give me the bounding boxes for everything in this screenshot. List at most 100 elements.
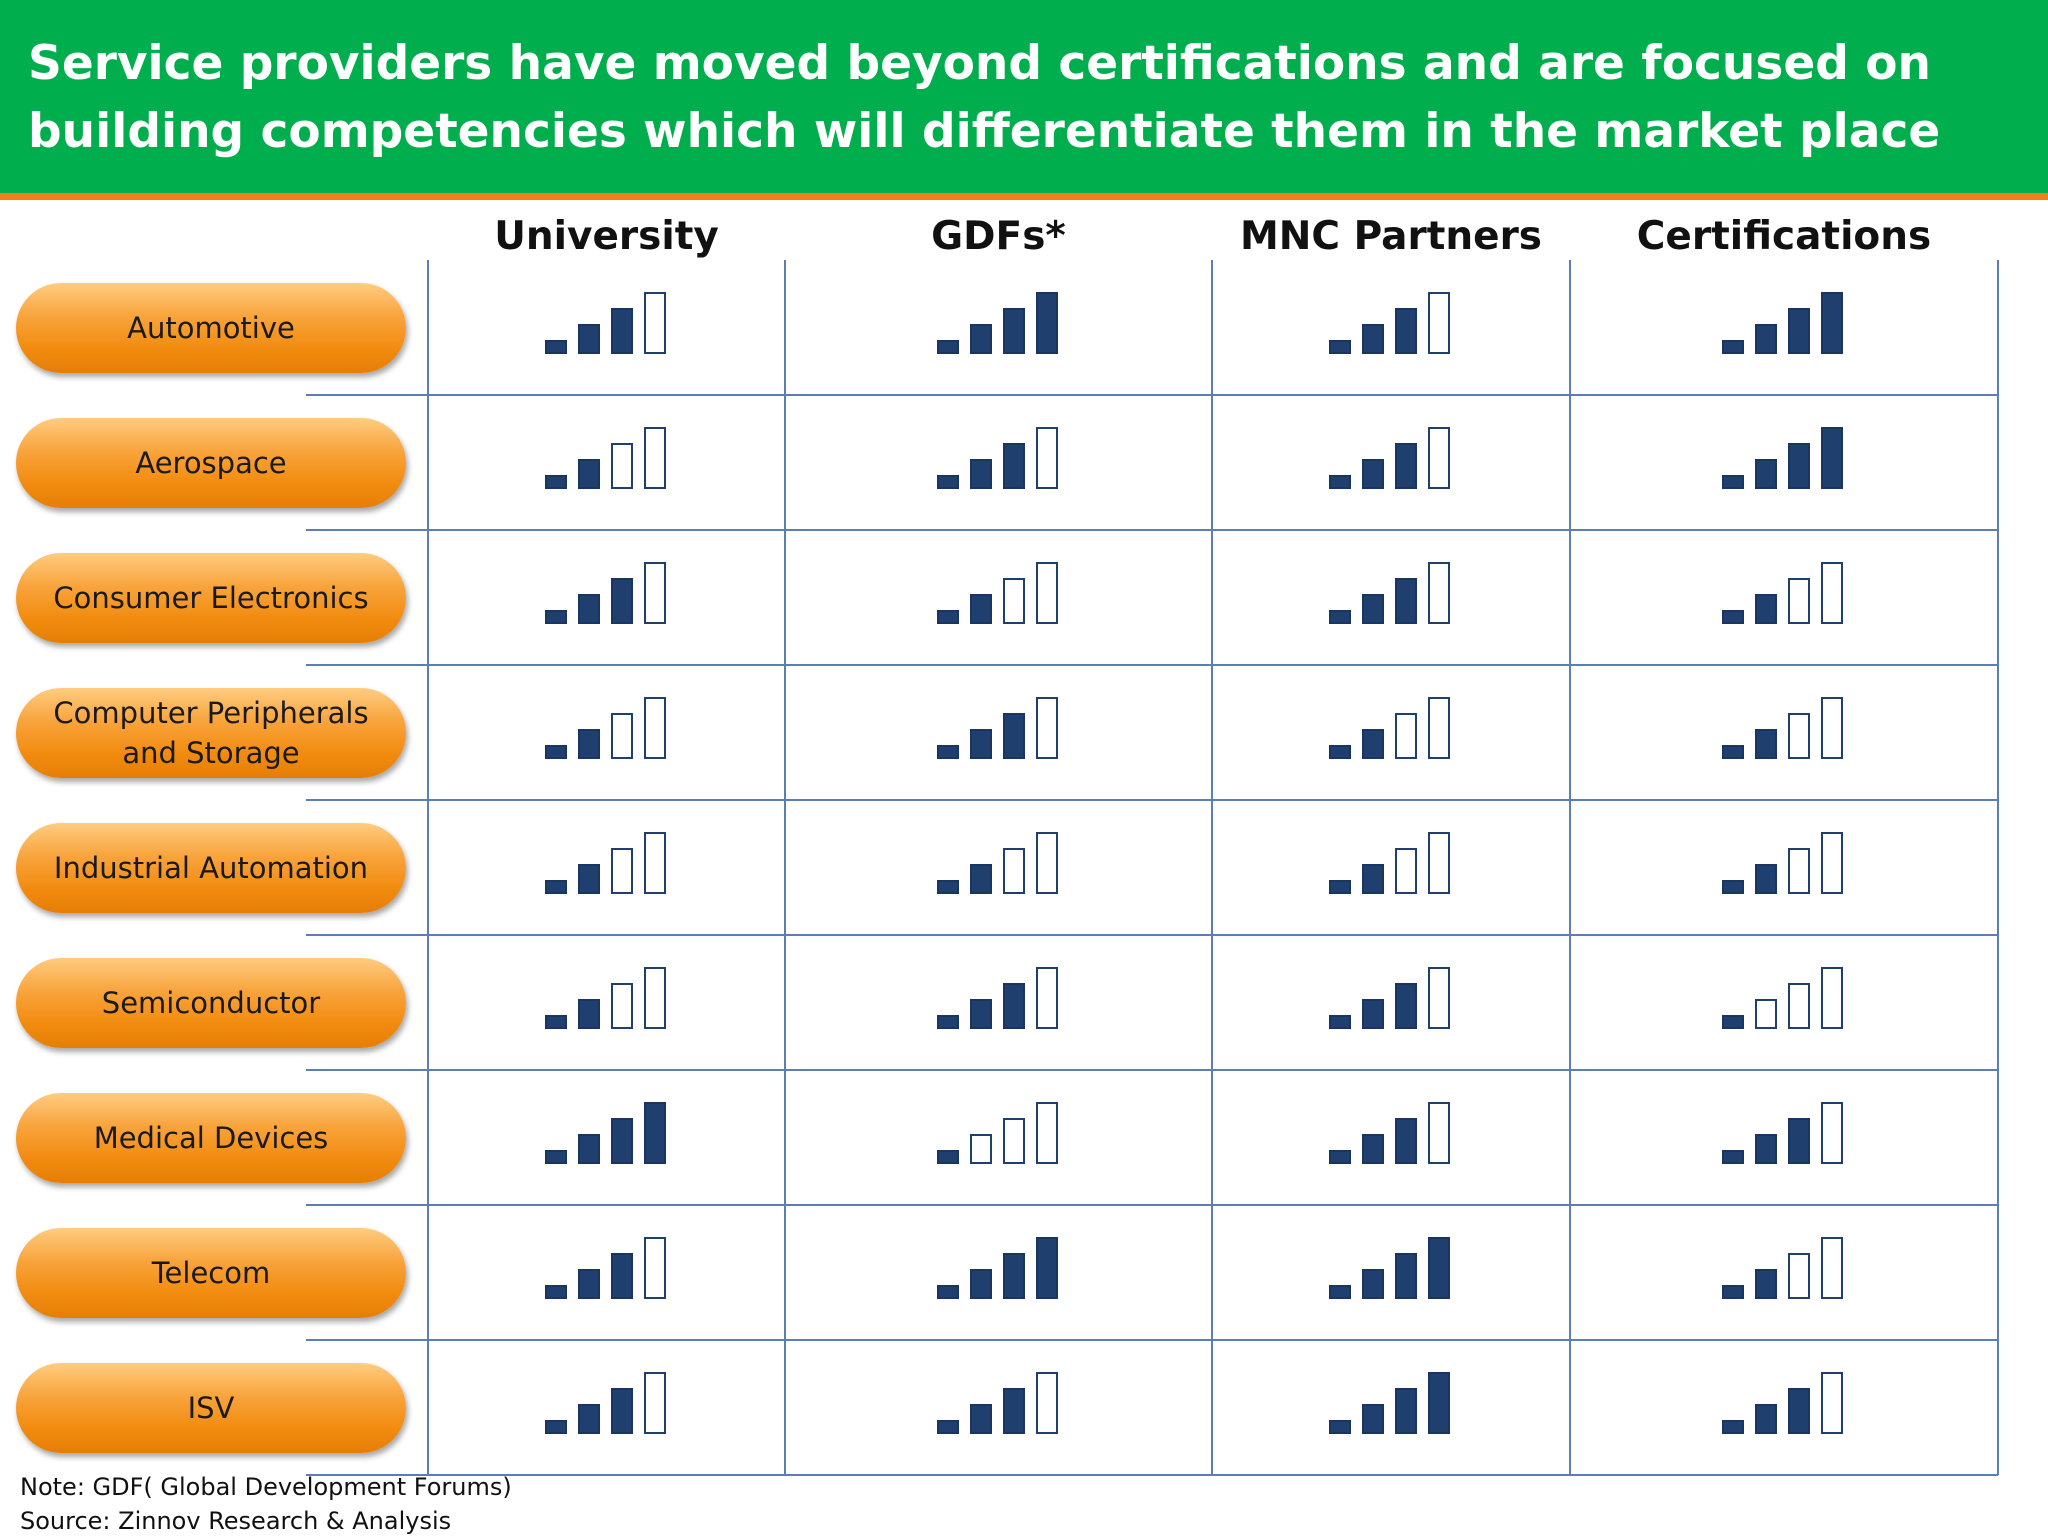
rating-bar-filled bbox=[1722, 339, 1744, 354]
category-label: Aerospace bbox=[135, 445, 287, 480]
rating-bar-filled bbox=[544, 1419, 567, 1434]
category-pill: Medical Devices bbox=[16, 1092, 406, 1183]
rating-bar-filled bbox=[1722, 879, 1744, 894]
grid-vertical-line bbox=[784, 260, 786, 1475]
rating-bars bbox=[537, 288, 677, 354]
rating-bar-empty bbox=[1428, 561, 1450, 624]
rating-bar-filled bbox=[1722, 1149, 1744, 1164]
rating-bar-filled bbox=[610, 1117, 633, 1164]
rating-bars bbox=[929, 693, 1069, 759]
grid-horizontal-line bbox=[306, 664, 1998, 666]
rating-bars bbox=[929, 828, 1069, 894]
rating-bar-empty bbox=[643, 696, 666, 759]
rating-bar-filled bbox=[1722, 1014, 1744, 1029]
rating-bar-filled bbox=[1362, 1268, 1384, 1299]
rating-bar-filled bbox=[577, 998, 600, 1029]
category-label: Consumer Electronics bbox=[53, 580, 369, 615]
category-label: ISV bbox=[187, 1390, 235, 1425]
category-pill: Telecom bbox=[16, 1227, 406, 1318]
rating-bar-filled bbox=[1395, 307, 1417, 354]
rating-bar-filled bbox=[969, 458, 992, 489]
rating-bar-filled bbox=[969, 863, 992, 894]
rating-bar-filled bbox=[936, 744, 959, 759]
note-text: Note: GDF( Global Development Forums) bbox=[20, 1473, 512, 1501]
rating-bar-empty bbox=[1788, 712, 1810, 759]
rating-bar-filled bbox=[936, 1014, 959, 1029]
grid-horizontal-line bbox=[306, 934, 1998, 936]
rating-bar-filled bbox=[544, 879, 567, 894]
rating-bar-filled bbox=[610, 1387, 633, 1434]
rating-bar-empty bbox=[1821, 1371, 1843, 1434]
grid-horizontal-line bbox=[306, 1474, 1998, 1476]
rating-bar-filled bbox=[969, 1403, 992, 1434]
rating-bar-empty bbox=[1395, 712, 1417, 759]
rating-bar-filled bbox=[1821, 291, 1843, 354]
rating-bar-filled bbox=[969, 593, 992, 624]
rating-bar-empty bbox=[1788, 982, 1810, 1029]
rating-bar-filled bbox=[1329, 1419, 1351, 1434]
rating-bar-empty bbox=[1002, 847, 1025, 894]
column-header: University bbox=[494, 214, 719, 259]
rating-bar-filled bbox=[936, 609, 959, 624]
rating-bar-filled bbox=[1329, 1014, 1351, 1029]
rating-bar-empty bbox=[643, 1236, 666, 1299]
rating-bar-empty bbox=[643, 291, 666, 354]
rating-bar-filled bbox=[1395, 1387, 1417, 1434]
rating-bar-filled bbox=[969, 728, 992, 759]
rating-bar-empty bbox=[1002, 1117, 1025, 1164]
rating-bar-empty bbox=[643, 831, 666, 894]
rating-bars bbox=[1321, 1098, 1461, 1164]
rating-bars bbox=[929, 423, 1069, 489]
column-header: MNC Partners bbox=[1239, 214, 1543, 259]
rating-bar-empty bbox=[643, 1371, 666, 1434]
rating-bar-empty bbox=[1395, 847, 1417, 894]
rating-bar-filled bbox=[936, 1284, 959, 1299]
rating-bar-filled bbox=[1755, 593, 1777, 624]
rating-bars bbox=[1321, 1368, 1461, 1434]
category-pill: ISV bbox=[16, 1362, 406, 1453]
rating-bar-filled bbox=[577, 323, 600, 354]
rating-bars bbox=[929, 1233, 1069, 1299]
rating-bars bbox=[929, 1098, 1069, 1164]
rating-bar-filled bbox=[1329, 744, 1351, 759]
rating-bars bbox=[1321, 1233, 1461, 1299]
category-pill: Consumer Electronics bbox=[16, 552, 406, 643]
rating-bar-filled bbox=[1395, 982, 1417, 1029]
rating-bar-empty bbox=[1035, 426, 1058, 489]
rating-bar-filled bbox=[1821, 426, 1843, 489]
rating-bar-filled bbox=[1428, 1371, 1450, 1434]
rating-bars bbox=[1714, 423, 1854, 489]
rating-bars bbox=[929, 1368, 1069, 1434]
category-label: Computer Peripherals and Storage bbox=[53, 695, 369, 770]
rating-bar-filled bbox=[969, 998, 992, 1029]
grid-horizontal-line bbox=[306, 529, 1998, 531]
rating-bar-filled bbox=[544, 744, 567, 759]
rating-bar-filled bbox=[1755, 863, 1777, 894]
rating-bars bbox=[537, 423, 677, 489]
rating-bar-filled bbox=[1362, 1133, 1384, 1164]
rating-bar-filled bbox=[1002, 442, 1025, 489]
rating-bar-filled bbox=[1755, 1133, 1777, 1164]
rating-bar-filled bbox=[544, 1149, 567, 1164]
title-banner: Service providers have moved beyond cert… bbox=[0, 0, 2048, 200]
category-label: Automotive bbox=[127, 310, 295, 345]
rating-bar-empty bbox=[969, 1133, 992, 1164]
rating-bar-filled bbox=[544, 339, 567, 354]
rating-bar-filled bbox=[1755, 1268, 1777, 1299]
rating-bar-filled bbox=[1395, 1252, 1417, 1299]
rating-bar-empty bbox=[1755, 998, 1777, 1029]
rating-bar-filled bbox=[936, 339, 959, 354]
rating-bar-filled bbox=[1722, 474, 1744, 489]
grid-vertical-line bbox=[1211, 260, 1213, 1475]
rating-bar-filled bbox=[1755, 1403, 1777, 1434]
rating-bar-filled bbox=[544, 609, 567, 624]
rating-bar-filled bbox=[643, 1101, 666, 1164]
rating-bar-filled bbox=[1722, 1419, 1744, 1434]
rating-bars bbox=[1714, 1098, 1854, 1164]
rating-bar-filled bbox=[544, 1284, 567, 1299]
rating-bar-empty bbox=[1035, 831, 1058, 894]
rating-bar-empty bbox=[643, 426, 666, 489]
rating-bar-filled bbox=[1788, 1387, 1810, 1434]
rating-bar-filled bbox=[1362, 593, 1384, 624]
rating-bar-filled bbox=[1362, 728, 1384, 759]
